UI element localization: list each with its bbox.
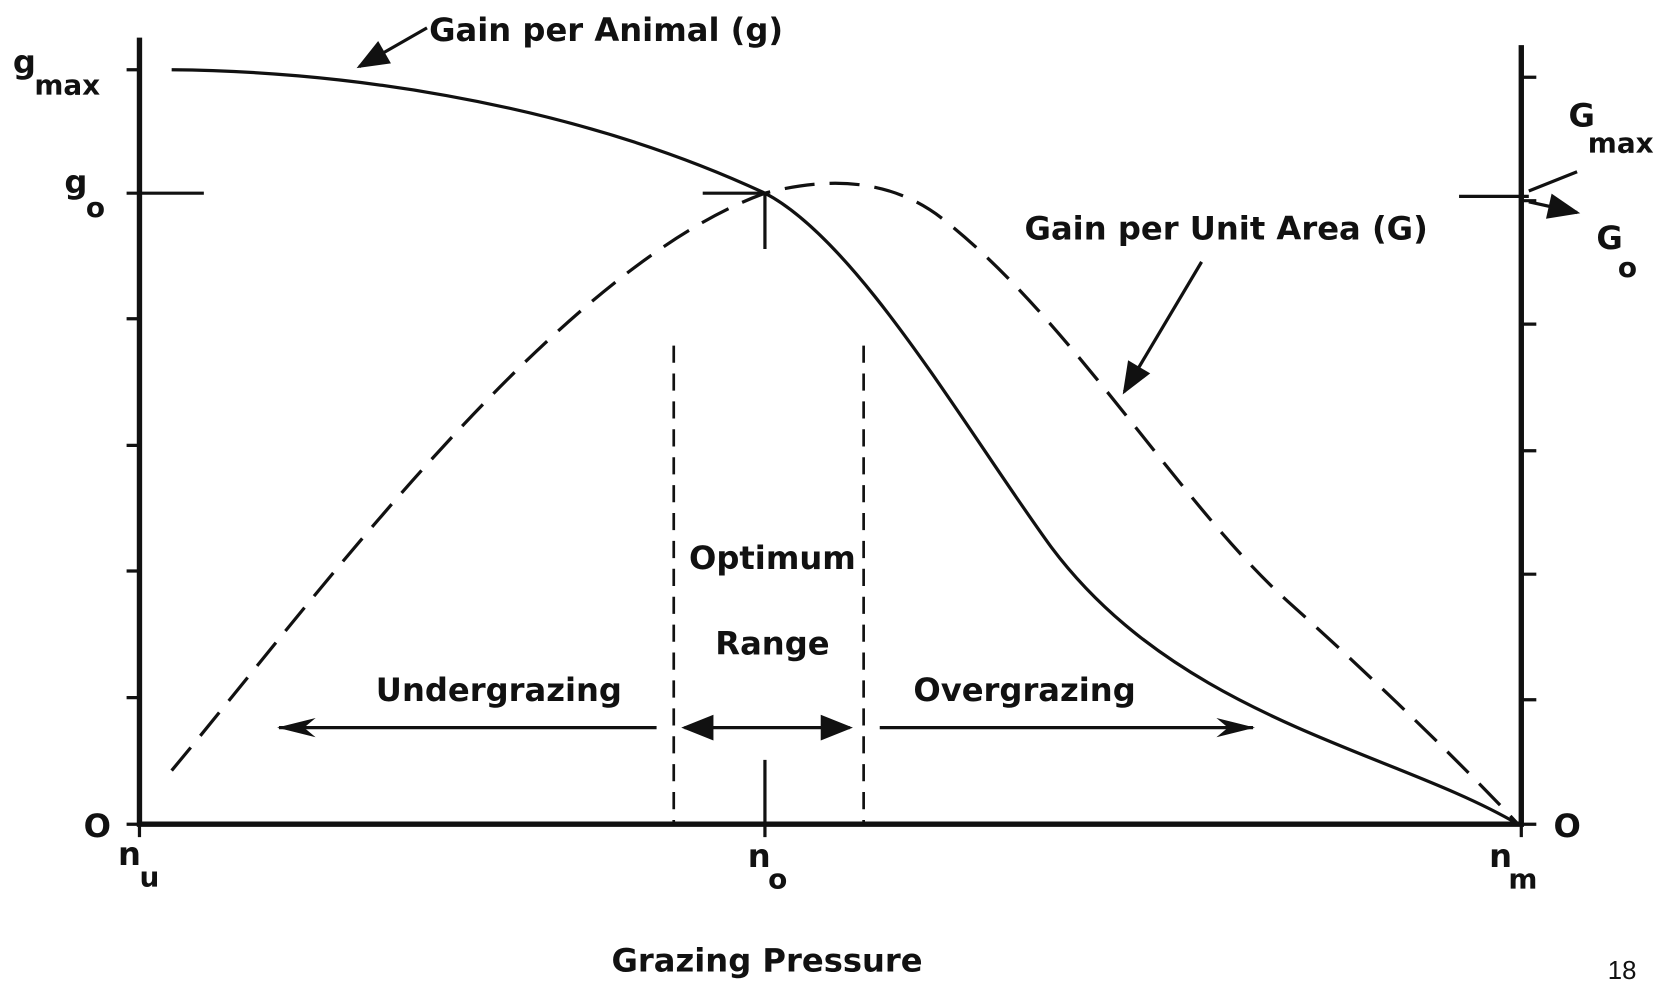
area-label: Gain per Unit Area (G)	[1025, 209, 1428, 247]
optimum-label: Optimum	[689, 539, 856, 577]
gain-per-area-curve	[170, 181, 1520, 826]
under-label: Undergrazing	[376, 671, 622, 709]
guide-lines	[139, 191, 1529, 825]
range-label: Range	[715, 625, 829, 663]
x-axis-title: Grazing Pressure	[612, 941, 923, 979]
nu-sub: u	[139, 860, 159, 893]
axis-lines	[136, 37, 1524, 827]
Go-sub: o	[1618, 251, 1637, 284]
Gmax-symbol: G	[1568, 97, 1594, 135]
ticks	[126, 68, 1537, 838]
area-pointer	[1122, 261, 1203, 395]
Go-symbol: G	[1596, 219, 1622, 257]
nm-sub: m	[1508, 863, 1537, 896]
gmax-symbol: g	[13, 43, 36, 81]
no-sub: o	[768, 863, 787, 896]
g-pointers	[1528, 170, 1577, 213]
nu-symbol: n	[118, 835, 141, 873]
nm-symbol: n	[1489, 837, 1512, 875]
page-number: 18	[1608, 957, 1637, 982]
gain-per-animal-curve	[171, 68, 1519, 826]
gmax-sub: max	[34, 68, 100, 101]
animal-label: Gain per Animal (g)	[429, 11, 783, 49]
optimum-bounds	[672, 345, 865, 825]
go-sub: o	[86, 191, 105, 224]
right-zero: O	[1553, 807, 1580, 845]
animal-pointer	[356, 26, 428, 69]
left-zero: O	[84, 807, 111, 845]
Gmax-sub: max	[1588, 126, 1654, 159]
no-symbol: n	[748, 837, 771, 875]
axes	[126, 37, 1537, 838]
go-symbol: g	[64, 163, 87, 201]
over-label: Overgrazing	[913, 671, 1135, 709]
